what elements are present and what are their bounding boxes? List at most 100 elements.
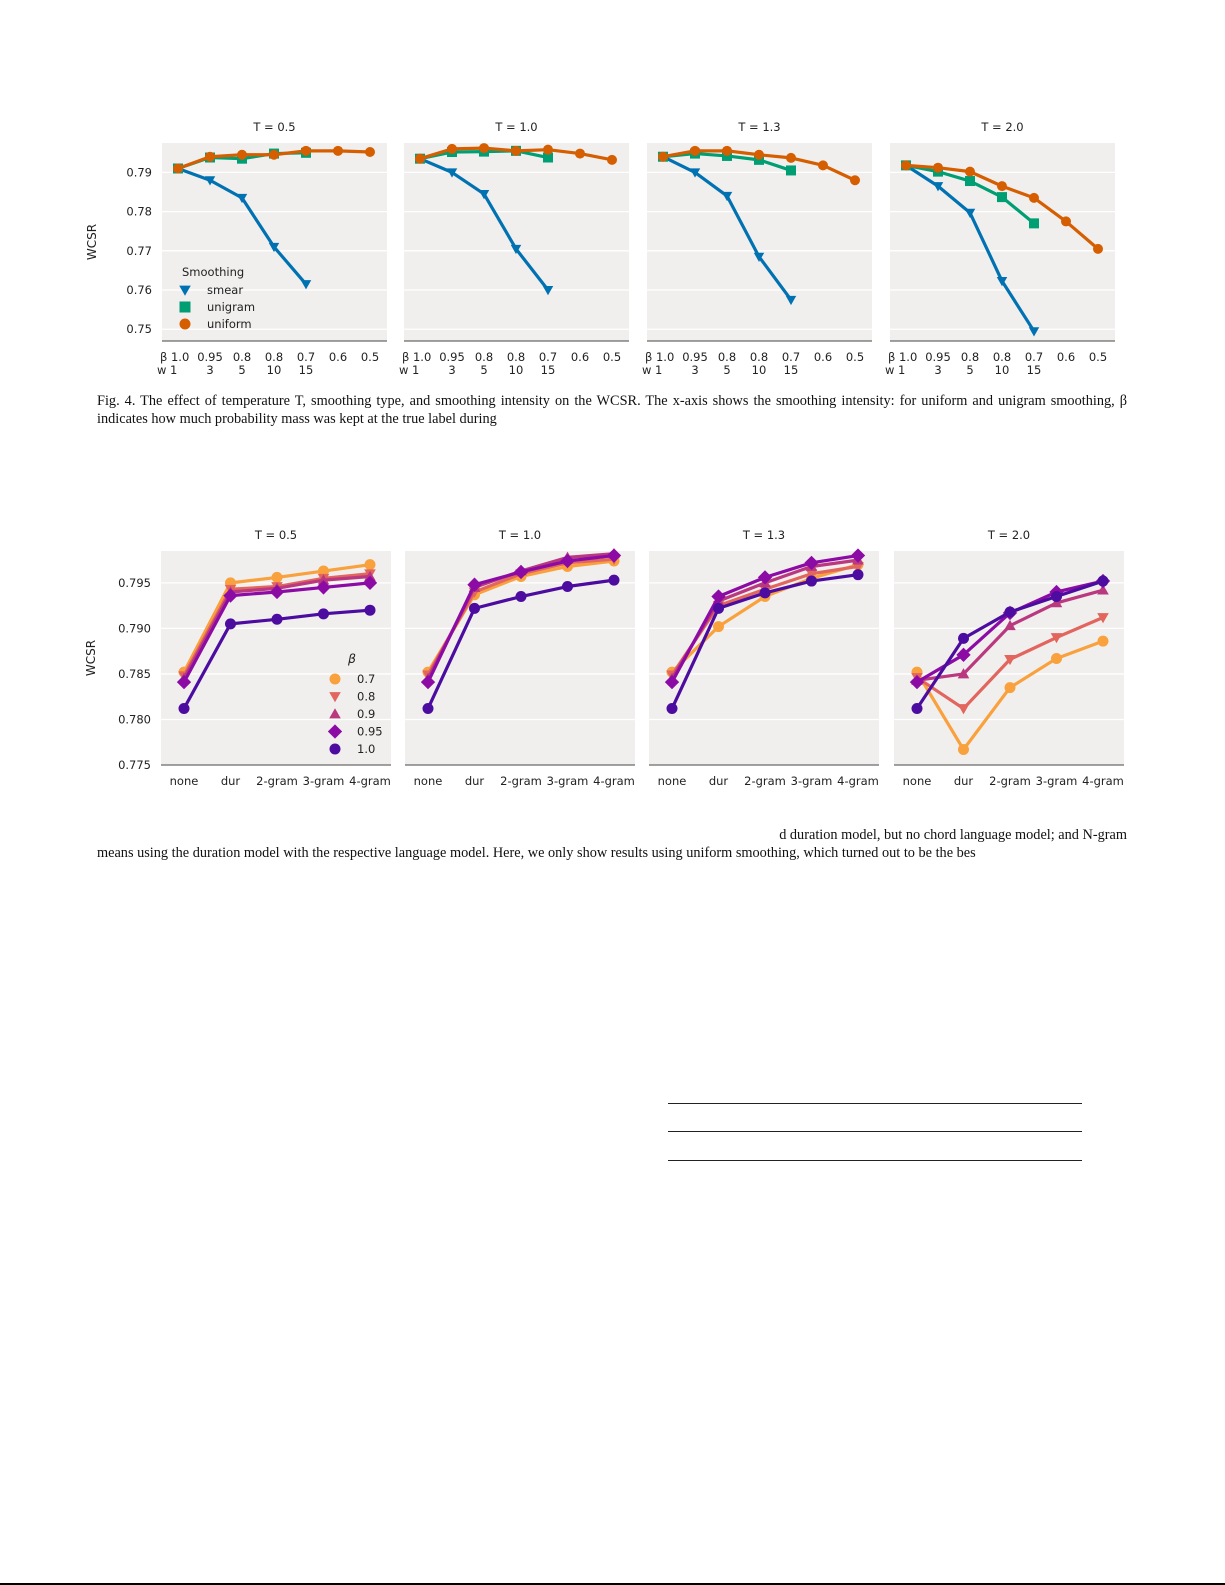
- x-tick-label: 4-gram: [1082, 774, 1124, 788]
- series-1-0: [911, 575, 1109, 715]
- x-tick-w-label: 3: [448, 363, 455, 377]
- x-tick-beta-label: 0.8: [265, 350, 283, 364]
- data-point: [333, 145, 343, 156]
- legend-label: 0.8: [357, 690, 375, 704]
- legend-title: β: [347, 651, 356, 666]
- x-tick-beta-label: β 1.0: [645, 350, 674, 364]
- data-point: [415, 153, 425, 164]
- legend-marker: [179, 318, 191, 330]
- x-tick-label: dur: [709, 774, 729, 788]
- data-point: [664, 674, 680, 690]
- series-0-95: [664, 548, 866, 690]
- y-tick-label: 0.76: [126, 283, 152, 297]
- data-point: [562, 581, 573, 593]
- x-tick-label: dur: [465, 774, 485, 788]
- x-tick-label: 2-gram: [500, 774, 542, 788]
- data-point: [997, 192, 1007, 203]
- x-tick-w-label: 10: [995, 363, 1010, 377]
- x-tick-w-label: 10: [509, 363, 524, 377]
- x-tick-w-label: w 1: [642, 363, 662, 377]
- data-point: [689, 168, 701, 178]
- data-point: [713, 602, 724, 614]
- figure-language-model-chart: 0.775 0.780 0.785 0.790 0.795 T = 0.5 none dur 2…: [84, 528, 1124, 788]
- panel-3: T = 1.3 none dur 2-gram 3-gram 4-gram: [649, 528, 879, 788]
- data-point: [754, 149, 764, 160]
- data-point: [711, 589, 726, 604]
- x-tick-beta-label: 0.95: [197, 350, 223, 364]
- data-point: [173, 163, 183, 174]
- data-point: [932, 182, 944, 192]
- data-point: [1051, 591, 1062, 603]
- x-tick-beta-label: 0.7: [539, 350, 557, 364]
- data-point: [1051, 652, 1062, 664]
- panel-background: [647, 143, 872, 341]
- panel-title: T = 1.3: [742, 528, 785, 542]
- panel-title: T = 2.0: [980, 120, 1023, 134]
- y-tick-label: 0.79: [126, 165, 152, 179]
- x-tick-beta-label: 0.8: [475, 350, 493, 364]
- x-tick-w-label: 15: [784, 363, 799, 377]
- x-tick-beta-label: 0.95: [925, 350, 951, 364]
- x-tick-w-label: 15: [541, 363, 556, 377]
- series-1-0: [666, 569, 864, 715]
- panel-4: T = 2.0 none dur 2-gram 3-gram 4-gram: [894, 528, 1124, 788]
- data-point: [542, 286, 554, 296]
- x-tick-label: 4-gram: [593, 774, 635, 788]
- data-point: [420, 674, 436, 690]
- x-tick-w-label: w 1: [157, 363, 177, 377]
- data-point: [852, 569, 864, 581]
- data-point: [666, 703, 678, 715]
- data-point: [965, 166, 975, 177]
- data-point: [759, 587, 771, 599]
- data-point: [1028, 327, 1040, 337]
- panel-1: 0.775 0.780 0.785 0.790 0.795 T = 0.5 none dur 2…: [118, 528, 391, 788]
- figure-5-caption: d duration model, but no chord language …: [97, 826, 1127, 862]
- x-tick-w-label: 10: [752, 363, 767, 377]
- x-tick-w-label: 15: [1027, 363, 1042, 377]
- x-tick-w-label: 5: [480, 363, 487, 377]
- caption-line-2: means using the duration model with the …: [97, 845, 976, 861]
- data-point: [301, 145, 311, 156]
- x-tick-beta-label: β 1.0: [160, 350, 189, 364]
- data-point: [958, 632, 969, 644]
- x-tick-w-label: 15: [299, 363, 314, 377]
- data-point: [1004, 682, 1016, 694]
- data-point: [996, 277, 1008, 287]
- x-tick-label: 3-gram: [547, 774, 589, 788]
- data-point: [1097, 635, 1109, 647]
- x-tick-label: none: [903, 774, 932, 788]
- data-point: [901, 160, 911, 171]
- data-point: [757, 570, 773, 585]
- x-tick-label: 4-gram: [349, 774, 391, 788]
- series-0-95: [176, 575, 378, 690]
- data-point: [753, 252, 765, 262]
- data-point: [1004, 619, 1016, 631]
- panel-background: [405, 551, 635, 765]
- x-tick-w-label: 10: [267, 363, 282, 377]
- data-point: [805, 569, 818, 580]
- series-smear: [657, 152, 797, 306]
- y-tick-label: 0.780: [118, 712, 151, 726]
- data-point: [1097, 584, 1109, 595]
- data-point: [721, 191, 733, 202]
- x-tick-label: dur: [954, 774, 974, 788]
- data-point: [956, 647, 971, 662]
- x-tick-beta-label: β 1.0: [402, 350, 431, 364]
- legend-label: unigram: [207, 300, 255, 314]
- data-point: [178, 703, 190, 715]
- data-point: [469, 602, 480, 614]
- data-point: [205, 151, 215, 162]
- legend-label: 0.9: [357, 707, 375, 721]
- data-point: [997, 181, 1007, 192]
- data-point: [317, 574, 330, 585]
- legend-marker: [329, 743, 341, 755]
- y-tick-label: 0.78: [126, 205, 152, 219]
- y-axis-label: WCSR: [85, 224, 99, 260]
- x-tick-beta-label: 0.5: [1089, 350, 1107, 364]
- data-point: [1004, 654, 1016, 666]
- legend-marker: [179, 285, 191, 296]
- x-tick-beta-label: 0.8: [507, 350, 525, 364]
- data-point: [364, 559, 376, 571]
- data-point: [511, 145, 521, 156]
- data-point: [754, 154, 764, 165]
